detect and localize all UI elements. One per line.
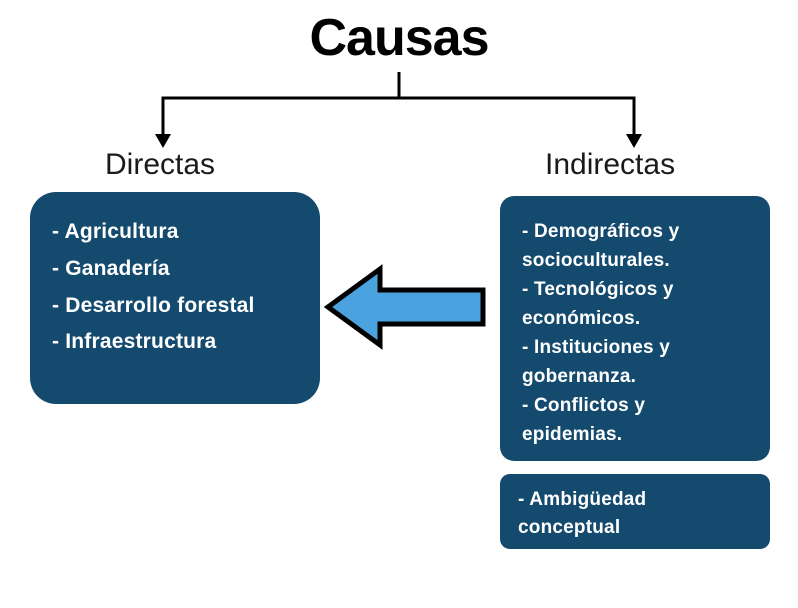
connector-lines bbox=[0, 68, 798, 158]
list-item: - Infraestructura bbox=[52, 324, 300, 361]
indirectas-box: - Demográficos y socioculturales. - Tecn… bbox=[500, 196, 770, 461]
diagram-title: Causas bbox=[310, 8, 489, 68]
list-item: - Instituciones y gobernanza. bbox=[522, 334, 750, 391]
list-item: - Conflictos y epidemias. bbox=[522, 392, 750, 449]
center-arrow-icon bbox=[318, 257, 493, 357]
list-item: - Demográficos y socioculturales. bbox=[522, 218, 750, 275]
directas-box: - Agricultura - Ganadería - Desarrollo f… bbox=[30, 192, 320, 404]
list-item: - Tecnológicos y económicos. bbox=[522, 276, 750, 333]
list-item: - Ganadería bbox=[52, 251, 300, 288]
branch-left-label: Directas bbox=[105, 148, 215, 182]
list-item: - Desarrollo forestal bbox=[52, 288, 300, 325]
list-item: - Ambigüedad conceptual bbox=[518, 486, 752, 541]
list-item: - Agricultura bbox=[52, 214, 300, 251]
branch-right-label: Indirectas bbox=[545, 148, 675, 182]
indirectas-extra-box: - Ambigüedad conceptual bbox=[500, 474, 770, 549]
